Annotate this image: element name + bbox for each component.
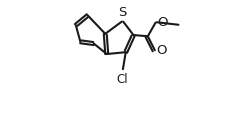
Text: S: S bbox=[119, 6, 127, 19]
Text: O: O bbox=[157, 45, 167, 57]
Text: O: O bbox=[157, 16, 168, 29]
Text: Cl: Cl bbox=[117, 73, 129, 86]
